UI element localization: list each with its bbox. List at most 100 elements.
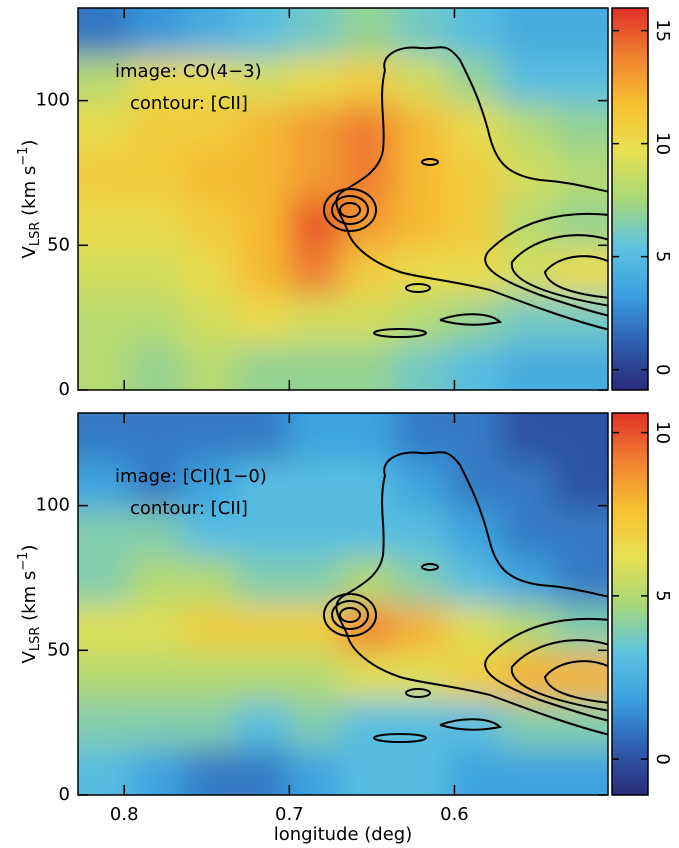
heatmap-cell (446, 459, 502, 510)
heatmap-cell (394, 650, 449, 701)
heatmap-cell (235, 293, 291, 344)
annotation: image: CO(4−3) (115, 61, 262, 82)
y-axis-label-part: LSR (28, 222, 43, 247)
heatmap-cell (78, 198, 132, 248)
heatmap-cell (78, 746, 132, 795)
y-tick-label: 100 (36, 90, 70, 111)
heatmap-cell (341, 54, 397, 105)
heatmap-cell (78, 341, 132, 390)
heatmap-cell (341, 198, 397, 248)
heatmap-cell (394, 150, 449, 200)
heatmap-cell (552, 555, 608, 605)
heatmap-cell (394, 54, 449, 105)
heatmap-cell (182, 102, 238, 153)
heatmap-cell (182, 746, 238, 795)
heatmap-cell (182, 8, 238, 57)
colorbar (611, 412, 649, 796)
heatmap-cell (182, 245, 238, 296)
heatmap-cell (446, 8, 502, 57)
heatmap-cell (552, 459, 608, 510)
heatmap-cell (182, 555, 238, 605)
heatmap-cell (78, 102, 132, 153)
heatmap-cell (552, 413, 608, 462)
heatmap-cell (288, 293, 344, 344)
heatmap-cell (288, 650, 344, 701)
heatmap-cell (288, 413, 344, 462)
heatmap-cell (394, 507, 449, 558)
heatmap-cell (129, 698, 185, 749)
heatmap-cell (446, 54, 502, 105)
heatmap-cell (394, 245, 449, 296)
heatmap-cell (499, 341, 555, 390)
y-axis-label-part: −1 (16, 552, 31, 571)
y-axis-label-part: −1 (16, 147, 31, 166)
heatmap-cell (129, 603, 185, 653)
heatmap-cell (129, 341, 185, 390)
heatmap-cell (182, 507, 238, 558)
heatmap-cell (182, 650, 238, 701)
heatmap-cell (235, 8, 291, 57)
heatmap-cell (288, 459, 344, 510)
y-tick-label: 100 (36, 495, 70, 516)
heatmap-cell (341, 341, 397, 390)
y-axis-label-part: ) (19, 140, 40, 147)
heatmap-cell (499, 102, 555, 153)
heatmap-cell (235, 698, 291, 749)
heatmap (78, 413, 608, 795)
heatmap-cell (182, 293, 238, 344)
colorbar-tick-label: 10 (652, 132, 673, 155)
heatmap-cell (394, 746, 449, 795)
heatmap-cell (129, 150, 185, 200)
heatmap-cell (182, 150, 238, 200)
heatmap-cell (182, 459, 238, 510)
x-axis-label: longitude (deg) (274, 824, 413, 845)
heatmap-cell (235, 245, 291, 296)
heatmap-cell (552, 102, 608, 153)
heatmap-cell (235, 150, 291, 200)
heatmap-cell (341, 413, 397, 462)
heatmap-cell (552, 8, 608, 57)
heatmap-cell (235, 650, 291, 701)
heatmap-cell (182, 413, 238, 462)
heatmap-cell (78, 459, 132, 510)
heatmap-cell (288, 698, 344, 749)
heatmap-cell (78, 507, 132, 558)
plot-area (78, 413, 608, 795)
y-axis-label: VLSR (km s−1) (16, 140, 43, 259)
plot-frame (77, 7, 609, 391)
heatmap-cell (446, 150, 502, 200)
heatmap-cell (78, 293, 132, 344)
heatmap-cell (78, 54, 132, 105)
heatmap-cell (78, 555, 132, 605)
heatmap-cell (446, 413, 502, 462)
heatmap-cell (499, 293, 555, 344)
heatmap-cell (78, 150, 132, 200)
heatmap-cell (129, 8, 185, 57)
heatmap-cell (394, 603, 449, 653)
heatmap-cell (235, 341, 291, 390)
heatmap-cell (341, 746, 397, 795)
x-tick-label: 0.6 (440, 804, 469, 825)
heatmap-cell (341, 245, 397, 296)
heatmap-cell (129, 459, 185, 510)
heatmap-cell (288, 102, 344, 153)
heatmap-cell (78, 413, 132, 462)
y-axis-label-part: V (19, 245, 40, 258)
heatmap-cell (499, 507, 555, 558)
x-tick-label: 0.7 (275, 804, 304, 825)
heatmap-cell (446, 507, 502, 558)
heatmap-cell (394, 459, 449, 510)
heatmap-cell (499, 459, 555, 510)
heatmap-cell (341, 698, 397, 749)
y-axis-label-part: (km s (19, 166, 40, 222)
x-tick-label: 0.8 (110, 804, 139, 825)
heatmap-cell (182, 198, 238, 248)
heatmap-cell (288, 54, 344, 105)
heatmap-cell (446, 746, 502, 795)
heatmap-cell (341, 650, 397, 701)
heatmap (78, 8, 608, 390)
heatmap-cell (129, 507, 185, 558)
heatmap-cell (78, 603, 132, 653)
heatmap-cell (235, 746, 291, 795)
heatmap-cell (288, 245, 344, 296)
